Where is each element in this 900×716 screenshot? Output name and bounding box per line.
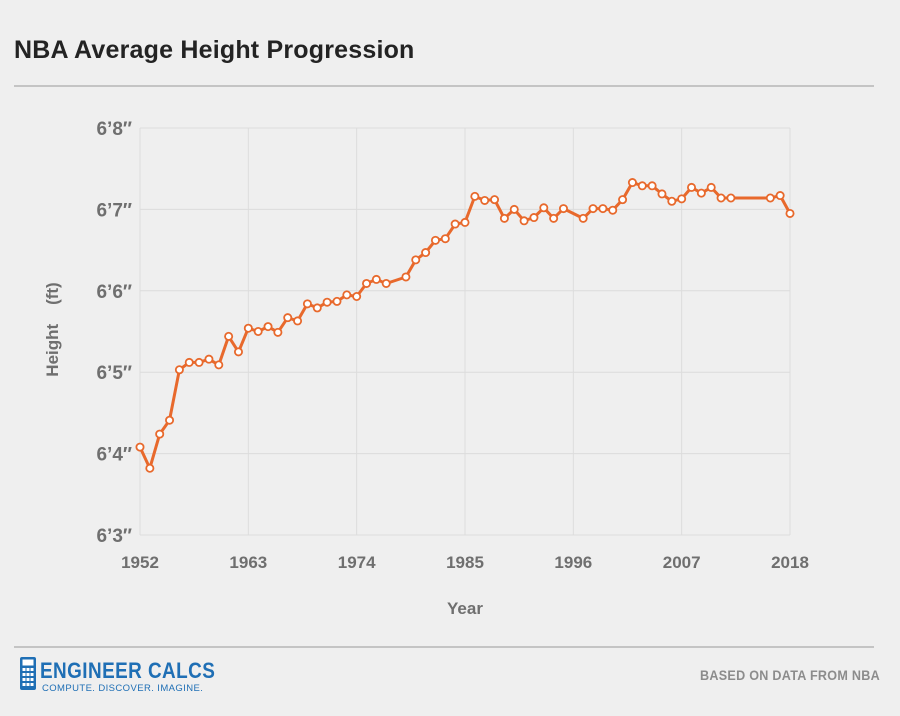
data-point <box>490 195 500 205</box>
data-point <box>716 193 726 203</box>
brand-name: ENGINEER CALCS <box>40 658 216 683</box>
data-point <box>687 182 697 192</box>
data-point <box>135 442 145 452</box>
data-point <box>253 326 263 336</box>
x-axis-title: Year <box>447 599 483 618</box>
data-point <box>549 213 559 223</box>
data-point <box>293 316 303 326</box>
data-point <box>421 248 431 258</box>
y-tick-label: 6’8″ <box>96 119 132 140</box>
data-point <box>647 181 657 191</box>
data-point <box>145 463 155 473</box>
x-tick-label: 1963 <box>229 553 267 572</box>
y-tick-label: 6’4″ <box>96 445 132 466</box>
data-point <box>332 296 342 306</box>
data-point <box>588 204 598 214</box>
data-point <box>509 204 519 214</box>
data-point <box>785 208 795 218</box>
data-point <box>627 178 637 188</box>
data-point <box>214 360 224 370</box>
y-tick-label: 6’5″ <box>96 363 132 384</box>
line-chart: 6’3″ 6’4″ 6’5″ 6’6″ 6’7″ 6’8″ 1952 1963 1974 1985… <box>43 119 809 618</box>
data-point <box>194 357 204 367</box>
data-point <box>440 234 450 244</box>
x-tick-label: 1985 <box>446 553 484 572</box>
data-point <box>558 204 568 214</box>
data-point <box>706 182 716 192</box>
data-point <box>726 193 736 203</box>
x-tick-label: 1952 <box>121 553 159 572</box>
data-point <box>677 194 687 204</box>
data-point <box>539 203 549 213</box>
data-point <box>224 331 234 341</box>
footer-divider <box>14 646 874 648</box>
data-point <box>273 327 283 337</box>
x-tick-label: 2018 <box>771 553 809 572</box>
data-point <box>499 213 509 223</box>
brand-tagline: COMPUTE. DISCOVER. IMAGINE. <box>42 683 204 694</box>
data-point <box>450 219 460 229</box>
data-point <box>608 205 618 215</box>
title-divider <box>14 85 874 87</box>
data-point <box>598 204 608 214</box>
data-point <box>775 191 785 201</box>
data-point <box>302 299 312 309</box>
data-point <box>657 189 667 199</box>
data-point <box>312 303 322 313</box>
data-point <box>352 291 362 301</box>
data-point <box>618 195 628 205</box>
data-point <box>430 235 440 245</box>
y-tick-label: 6’7″ <box>96 200 132 221</box>
data-point <box>411 255 421 265</box>
data-point <box>371 274 381 284</box>
calculator-icon <box>20 657 36 690</box>
x-tick-label: 2007 <box>663 553 701 572</box>
data-point <box>362 278 372 288</box>
data-point <box>637 181 647 191</box>
data-point <box>283 313 293 323</box>
data-point <box>204 354 214 364</box>
data-point <box>233 347 243 357</box>
data-point <box>480 195 490 205</box>
x-tick-label: 1974 <box>338 553 376 572</box>
data-point <box>765 193 775 203</box>
data-point <box>529 213 539 223</box>
y-axis-title: Height (ft) <box>43 282 62 376</box>
source-note: BASED ON DATA FROM NBA <box>700 667 880 683</box>
data-point <box>263 322 273 332</box>
y-tick-label: 6’6″ <box>96 282 132 303</box>
data-point <box>470 191 480 201</box>
data-point <box>667 196 677 206</box>
y-tick-label: 6’3″ <box>96 526 132 547</box>
data-point <box>578 213 588 223</box>
data-point <box>174 365 184 375</box>
data-point <box>519 216 529 226</box>
x-tick-label: 1996 <box>554 553 592 572</box>
data-point <box>401 272 411 282</box>
data-point <box>165 415 175 425</box>
page-title: NBA Average Height Progression <box>14 36 415 64</box>
data-point <box>184 357 194 367</box>
data-point <box>342 290 352 300</box>
data-point <box>696 188 706 198</box>
data-point <box>322 297 332 307</box>
data-point <box>155 429 165 439</box>
data-point <box>381 278 391 288</box>
data-point <box>243 323 253 333</box>
data-point <box>460 217 470 227</box>
